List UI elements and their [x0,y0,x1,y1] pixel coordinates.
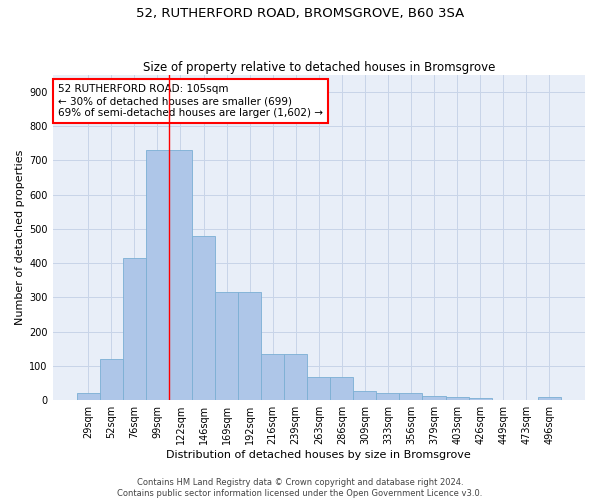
Bar [307,377,330,400]
Bar [400,394,422,400]
Bar [123,258,146,400]
Title: Size of property relative to detached houses in Bromsgrove: Size of property relative to detached ho… [143,60,495,74]
Bar [146,150,169,400]
Bar [446,397,469,400]
Bar [238,292,261,400]
Bar [77,394,100,400]
Bar [422,396,446,400]
Bar [261,354,284,400]
Bar [376,392,400,400]
X-axis label: Distribution of detached houses by size in Bromsgrove: Distribution of detached houses by size … [166,450,471,460]
Bar [330,377,353,400]
Text: Contains HM Land Registry data © Crown copyright and database right 2024.
Contai: Contains HM Land Registry data © Crown c… [118,478,482,498]
Bar [192,236,215,400]
Bar [284,354,307,400]
Bar [353,390,376,400]
Text: 52, RUTHERFORD ROAD, BROMSGROVE, B60 3SA: 52, RUTHERFORD ROAD, BROMSGROVE, B60 3SA [136,8,464,20]
Bar [100,359,123,400]
Bar [538,398,561,400]
Bar [215,292,238,400]
Bar [469,398,491,400]
Text: 52 RUTHERFORD ROAD: 105sqm
← 30% of detached houses are smaller (699)
69% of sem: 52 RUTHERFORD ROAD: 105sqm ← 30% of deta… [58,84,323,117]
Bar [169,150,192,400]
Y-axis label: Number of detached properties: Number of detached properties [15,150,25,325]
